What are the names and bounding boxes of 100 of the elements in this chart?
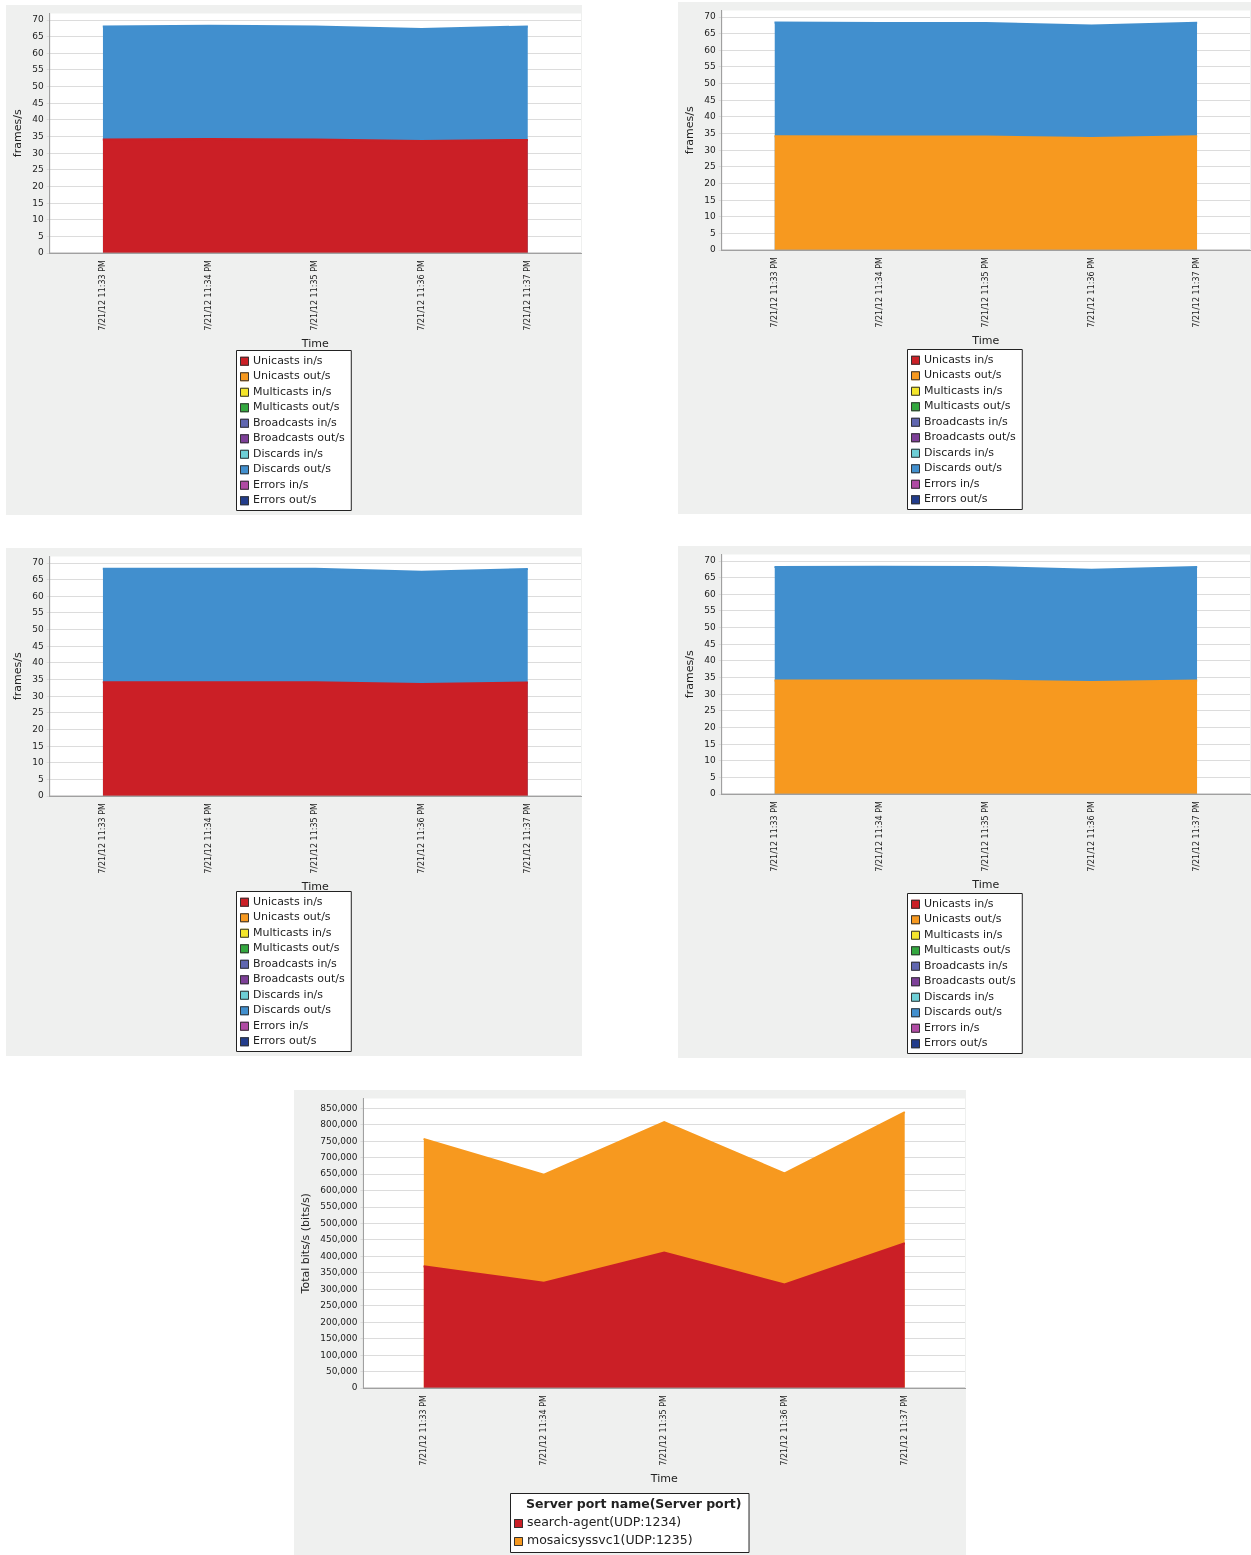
legend-label: Broadcasts out/s	[253, 431, 346, 445]
y-tick-label: 55	[32, 607, 44, 618]
x-tick-label: 7/21/12 11:37 PM	[522, 803, 532, 874]
y-tick-label: 10	[32, 214, 44, 225]
y-tick-label: 800,000	[320, 1119, 358, 1130]
y-axis-title: frames/s	[11, 652, 25, 701]
y-tick-label: 650,000	[320, 1168, 358, 1179]
y-tick-label: 35	[32, 130, 44, 141]
y-tick-label: 60	[32, 47, 44, 58]
x-tick-label: 7/21/12 11:37 PM	[1192, 257, 1202, 328]
y-tick-label: 65	[32, 574, 44, 585]
legend-label: Errors out/s	[924, 1036, 988, 1050]
x-tick-label: 7/21/12 11:37 PM	[1192, 801, 1202, 872]
x-tick-label: 7/21/12 11:33 PM	[418, 1395, 428, 1466]
y-tick-label: 40	[32, 657, 44, 668]
legend-label: Broadcasts out/s	[924, 974, 1017, 988]
y-tick-label: 50,000	[325, 1365, 358, 1376]
legend-label: Discards out/s	[924, 461, 1003, 475]
y-tick-label: 0	[709, 244, 716, 255]
legend-label: search-agent(UDP:1234)	[527, 1514, 682, 1530]
y-tick-label: 5	[37, 773, 44, 784]
x-tick-label: 7/21/12 11:35 PM	[310, 803, 320, 874]
legend-label: Unicasts out/s	[924, 912, 1002, 926]
x-axis-title: Time	[971, 878, 1000, 892]
y-tick-label: 550,000	[320, 1201, 358, 1212]
y-tick-label: 70	[704, 555, 716, 566]
y-tick-label: 65	[704, 28, 716, 39]
x-tick-label: 7/21/12 11:37 PM	[899, 1395, 909, 1466]
y-tick-label: 40	[704, 111, 716, 122]
legend-label: Unicasts in/s	[253, 353, 323, 367]
y-tick-label: 25	[704, 161, 716, 172]
legend-label: Multicasts in/s	[253, 925, 332, 939]
y-tick-label: 45	[32, 97, 44, 108]
legend-label: Unicasts in/s	[924, 352, 994, 366]
legend-label: Discards in/s	[924, 989, 995, 1003]
x-tick-label: 7/21/12 11:34 PM	[204, 803, 214, 874]
legend-label: Discards out/s	[253, 462, 332, 476]
legend-label: Broadcasts in/s	[253, 415, 338, 429]
legend-label: mosaicsyssvc1(UDP:1235)	[527, 1532, 693, 1548]
y-tick-label: 25	[32, 164, 44, 175]
legend-label: Broadcasts in/s	[924, 414, 1009, 428]
y-tick-label: 45	[32, 640, 44, 651]
legend-label: Multicasts out/s	[924, 399, 1011, 413]
legend-title: Server port name(Server port)	[526, 1496, 742, 1512]
legend-label: Multicasts in/s	[924, 383, 1003, 397]
y-tick-label: 450,000	[320, 1234, 358, 1245]
y-tick-label: 600,000	[320, 1184, 358, 1195]
y-tick-label: 100,000	[320, 1349, 358, 1360]
y-tick-label: 40	[32, 114, 44, 125]
x-tick-label: 7/21/12 11:35 PM	[659, 1395, 669, 1466]
y-tick-label: 70	[32, 557, 44, 568]
y-tick-label: 55	[704, 61, 716, 72]
y-tick-label: 5	[709, 771, 716, 782]
x-tick-label: 7/21/12 11:37 PM	[522, 260, 532, 331]
legend-label: Errors out/s	[924, 492, 988, 506]
legend-label: Discards out/s	[924, 1005, 1003, 1019]
y-tick-label: 35	[32, 673, 44, 684]
y-tick-label: 45	[704, 94, 716, 105]
y-tick-label: 0	[351, 1382, 358, 1393]
x-tick-label: 7/21/12 11:34 PM	[875, 801, 885, 872]
x-tick-label: 7/21/12 11:34 PM	[538, 1395, 548, 1466]
y-tick-label: 25	[704, 705, 716, 716]
y-tick-label: 50	[704, 621, 716, 632]
legend-label: Discards in/s	[924, 445, 995, 459]
y-tick-label: 70	[32, 14, 44, 25]
legend-label: Discards in/s	[253, 987, 324, 1001]
y-tick-label: 15	[704, 738, 716, 749]
y-tick-label: 65	[704, 572, 716, 583]
y-tick-label: 60	[32, 590, 44, 601]
legend-label: Unicasts out/s	[253, 369, 331, 383]
y-tick-label: 10	[704, 211, 716, 222]
y-tick-label: 0	[37, 247, 44, 258]
legend-label: Unicasts out/s	[924, 368, 1002, 382]
x-tick-label: 7/21/12 11:36 PM	[1086, 257, 1096, 328]
y-tick-label: 15	[32, 740, 44, 751]
y-tick-label: 25	[32, 707, 44, 718]
legend-label: Broadcasts in/s	[924, 958, 1009, 972]
y-tick-label: 50	[32, 623, 44, 634]
y-tick-label: 30	[704, 688, 716, 699]
x-axis-title: Time	[300, 880, 330, 894]
y-tick-label: 0	[37, 790, 44, 801]
x-tick-label: 7/21/12 11:33 PM	[97, 260, 107, 331]
legend-label: Multicasts in/s	[924, 927, 1003, 941]
y-tick-label: 700,000	[320, 1152, 358, 1162]
legend-label: Unicasts in/s	[924, 896, 994, 910]
y-axis-title: frames/s	[683, 106, 697, 155]
y-tick-label: 60	[704, 588, 716, 599]
x-axis-title: Time	[971, 334, 1000, 348]
y-tick-label: 70	[704, 11, 716, 22]
y-tick-label: 65	[32, 31, 44, 42]
y-tick-label: 30	[704, 144, 716, 155]
x-tick-label: 7/21/12 11:34 PM	[204, 260, 214, 331]
legend-label: Broadcasts out/s	[253, 972, 346, 986]
x-tick-label: 7/21/12 11:35 PM	[980, 257, 990, 328]
y-tick-label: 5	[37, 230, 44, 241]
x-tick-label: 7/21/12 11:33 PM	[97, 803, 107, 874]
legend-label: Multicasts out/s	[924, 943, 1011, 957]
legend-label: Errors in/s	[924, 1020, 980, 1034]
y-tick-label: 55	[32, 64, 44, 75]
y-tick-label: 5	[709, 227, 716, 238]
